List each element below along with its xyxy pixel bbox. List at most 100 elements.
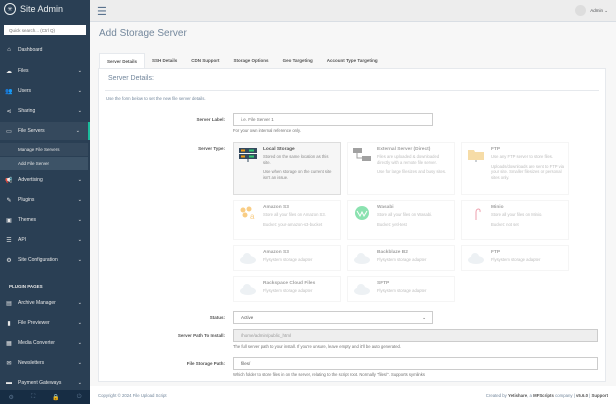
- sidebar-item-api[interactable]: ☰ API ⌄: [0, 231, 90, 249]
- storage-path-input[interactable]: files/: [233, 357, 598, 370]
- server-type-icon: [353, 206, 371, 220]
- server-type-card[interactable]: External Server (Direct) Files are upload…: [347, 142, 455, 195]
- sidebar-item-files[interactable]: ☁ Files ⌄: [0, 62, 90, 80]
- status-label: Status:: [209, 315, 225, 320]
- tab-server-details[interactable]: Server Details: [99, 53, 146, 68]
- server-label-input[interactable]: [233, 113, 433, 126]
- user-menu[interactable]: Admin ⌄: [575, 5, 608, 16]
- image-icon: ▣: [6, 217, 12, 224]
- tab-storage-options[interactable]: Storage Options: [233, 58, 269, 63]
- server-type-card[interactable]: Wasabi Store all your files on Wasabi. Buc…: [347, 200, 455, 240]
- server-type-card[interactable]: Rackspace Cloud Files Flysystem storage a…: [233, 276, 341, 302]
- plugin-icon: ▬: [6, 380, 12, 386]
- support-link[interactable]: Support: [591, 392, 608, 398]
- storage-path-help: Which folder to store files in on the se…: [233, 372, 425, 377]
- sidebar-item-label: Media Converter: [18, 340, 55, 346]
- plugin-icon: ▤: [6, 300, 12, 307]
- plugin-icon: ▦: [6, 340, 12, 347]
- submenu-item[interactable]: Add File Server: [0, 157, 88, 170]
- svg-text:a: a: [250, 212, 255, 220]
- plugin-item[interactable]: ▬ Payment Gateways ⌄: [0, 374, 90, 392]
- card-desc: Flysystem storage adapter: [263, 288, 313, 293]
- page-title: Add Storage Server: [99, 28, 187, 39]
- card-desc: Bucket: not set: [491, 221, 519, 227]
- server-type-icon: [353, 282, 371, 296]
- sidebar-item-label: Advertising: [18, 177, 43, 183]
- sidebar-item-sharing[interactable]: ⋖ Sharing ⌄: [0, 102, 90, 120]
- sidebar-item-users[interactable]: 👥 Users ⌄: [0, 82, 90, 100]
- server-type-card[interactable]: Local Storage Stored on the same location…: [233, 142, 341, 195]
- submenu-item[interactable]: Manage File Servers: [0, 143, 88, 156]
- server-type-card[interactable]: Backblaze B2 Flysystem storage adapter: [347, 245, 455, 271]
- plugin-icon: ▮: [7, 320, 11, 327]
- submenu-label: Manage File Servers: [18, 147, 60, 152]
- plugin-icon: ✉: [6, 360, 12, 367]
- server-type-card[interactable]: Minio Store all your files on Minio. Bucke…: [461, 200, 569, 240]
- sidebar-item-advertising[interactable]: 📢 Advertising ⌄: [0, 171, 90, 189]
- fullscreen-icon[interactable]: ⛶: [30, 393, 36, 400]
- plugin-pages-heading: PLUGIN PAGES: [9, 284, 43, 289]
- chevron-down-icon: ⌄: [77, 320, 82, 326]
- server-label-help: For your own internal reference only.: [233, 128, 301, 133]
- card-title: SFTP: [377, 281, 390, 286]
- tab-cdn-support[interactable]: CDN Support: [191, 58, 220, 63]
- card-title: Minio: [491, 205, 504, 210]
- power-icon[interactable]: ⏻: [76, 393, 82, 400]
- hdd-icon: ▭: [6, 128, 12, 135]
- card-title: External Server (Direct): [377, 147, 431, 152]
- server-type-card[interactable]: FTP Flysystem storage adapter: [461, 245, 569, 271]
- sidebar-item-label: Dashboard: [18, 47, 43, 53]
- chevron-down-icon: ⌄: [77, 257, 82, 263]
- user-name: Admin: [590, 8, 603, 13]
- settings-icon[interactable]: ⚙: [8, 394, 14, 401]
- gear-icon: ⚙: [6, 257, 12, 264]
- tab-ssh-details[interactable]: SSH Details: [152, 58, 178, 63]
- server-type-card[interactable]: a Amazon S3 Store all your files on Amazon…: [233, 200, 341, 240]
- credit-text: company |: [555, 392, 575, 398]
- server-details-panel: Server Details: Use the form below to se…: [98, 68, 606, 382]
- chevron-down-icon: ⌄: [77, 68, 82, 74]
- sidebar-item-themes[interactable]: ▣ Themes ⌄: [0, 211, 90, 229]
- card-desc: Bucket: yetl-test: [377, 221, 407, 227]
- brand-logo[interactable]: ✳ Site Admin: [4, 3, 63, 15]
- sidebar-item-label: Themes: [18, 217, 37, 223]
- card-desc: Flysystem storage adapter: [263, 257, 313, 262]
- share-icon: ⋖: [6, 108, 12, 115]
- sidebar-item-dashboard[interactable]: ⌂ Dashboard: [0, 41, 90, 59]
- sidebar-item-label: Plugins: [18, 197, 35, 203]
- card-desc: Use for large filesizes and busy sites.: [377, 169, 447, 174]
- yetishare-link[interactable]: Yetishare: [508, 392, 528, 398]
- status-select[interactable]: Active ⌄: [233, 311, 433, 324]
- sidebar-item-file-servers[interactable]: ▭ File Servers ⌄: [0, 122, 90, 140]
- tab-account-type-targeting[interactable]: Account Type Targeting: [326, 58, 378, 63]
- credit-text: , a: [527, 392, 532, 398]
- plugin-item[interactable]: ▦ Media Converter ⌄: [0, 334, 90, 352]
- server-path-input[interactable]: /home/admin/public_html: [233, 329, 598, 342]
- server-type-icon: [239, 148, 257, 162]
- server-type-card[interactable]: SFTP Flysystem storage adapter: [347, 276, 455, 302]
- plug-icon: ✎: [6, 197, 12, 204]
- users-icon: 👥: [5, 88, 13, 95]
- plugin-item[interactable]: ▮ File Previewer ⌄: [0, 314, 90, 332]
- server-type-card[interactable]: FTP Use any FTP server to store files. Upl…: [461, 142, 569, 195]
- chevron-down-icon: ⌄: [77, 360, 82, 366]
- lock-icon[interactable]: 🔒: [52, 394, 60, 401]
- chevron-down-icon: ⌄: [604, 7, 608, 13]
- plugin-item[interactable]: ▤ Archive Manager ⌄: [0, 294, 90, 312]
- server-type-label: Server Type:: [198, 146, 225, 151]
- version: v5.6.0: [576, 392, 588, 398]
- chevron-down-icon: ⌄: [77, 217, 82, 223]
- mfscripts-link[interactable]: MFScripts: [533, 392, 554, 398]
- sidebar-item-plugins[interactable]: ✎ Plugins ⌄: [0, 191, 90, 209]
- tab-geo-targeting[interactable]: Geo Targeting: [282, 58, 313, 63]
- server-type-icon: [467, 251, 485, 265]
- server-type-card[interactable]: Amazon S3 Flysystem storage adapter: [233, 245, 341, 271]
- card-desc: Files are uploaded & downloaded directly…: [377, 154, 440, 165]
- plugin-item[interactable]: ✉ Newsletters ⌄: [0, 354, 90, 372]
- sidebar-item-label: Newsletters: [18, 360, 45, 366]
- logo-icon: ✳: [4, 3, 16, 15]
- quick-search-input[interactable]: [4, 25, 86, 35]
- menu-toggle-icon[interactable]: ☰: [97, 6, 107, 18]
- brand-name: Site Admin: [20, 4, 64, 14]
- sidebar-item-site-configuration[interactable]: ⚙ Site Configuration ⌄: [0, 251, 90, 269]
